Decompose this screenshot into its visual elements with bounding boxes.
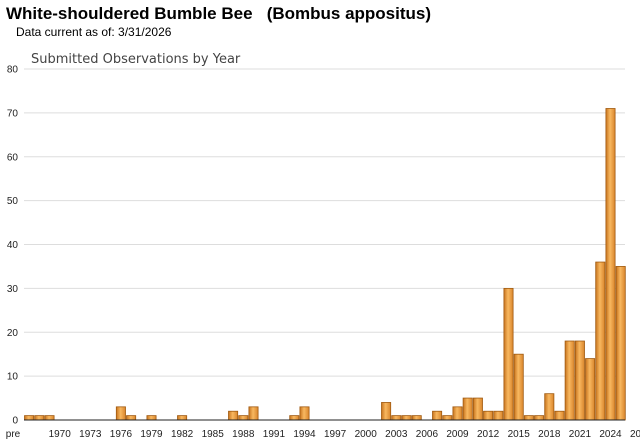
bar-2012 — [483, 410, 494, 421]
bar-2017 — [534, 415, 545, 421]
bar-2021 — [574, 340, 585, 421]
bar-2013 — [493, 410, 504, 421]
bar-2007 — [432, 410, 443, 421]
y-axis-ticks: 0 10 20 30 40 50 60 70 80 — [7, 65, 19, 427]
bar-1968 — [34, 415, 45, 421]
bar-pre — [24, 415, 35, 421]
x-tick-label: 2000 — [355, 429, 378, 440]
bar-2023 — [595, 261, 606, 421]
y-tick-label: 10 — [7, 372, 19, 383]
x-axis-ticks: pre 1970 1973 1976 1979 1982 1985 1988 1991 1994 1… — [6, 429, 640, 440]
x-tick-label: 1994 — [293, 429, 316, 440]
bar-2020 — [564, 340, 575, 421]
bar-1988 — [238, 415, 249, 421]
y-tick-label: 60 — [7, 152, 19, 163]
bar-2010 — [462, 397, 473, 421]
x-tick-label: 2024 — [599, 429, 622, 440]
x-tick-label: 2012 — [477, 429, 500, 440]
x-tick-label: 2021 — [569, 429, 592, 440]
chart-title: Submitted Observations by Year — [31, 52, 241, 67]
bars — [24, 108, 626, 421]
x-tick-label: 1982 — [171, 429, 194, 440]
bar-1976 — [115, 406, 126, 421]
bar-2022 — [585, 358, 596, 421]
x-tick-label: 2009 — [446, 429, 469, 440]
page-title: White-shouldered Bumble Bee (Bombus appo… — [6, 4, 432, 23]
grid-lines — [24, 68, 625, 377]
bar-1969 — [44, 415, 55, 421]
bar-2002 — [381, 402, 392, 421]
bar-2018 — [544, 393, 555, 421]
bar-2024 — [605, 108, 616, 421]
bar-2008 — [442, 415, 453, 421]
bar-1977 — [126, 415, 137, 421]
bar-1989 — [248, 406, 259, 421]
bar-2009 — [452, 406, 463, 421]
x-tick-label: 1970 — [49, 429, 72, 440]
bar-2011 — [472, 397, 483, 421]
x-tick-label: pre — [6, 429, 21, 440]
bar-1987 — [228, 410, 239, 421]
bar-2016 — [523, 415, 534, 421]
y-tick-label: 80 — [7, 65, 19, 76]
bar-1979 — [146, 415, 157, 421]
x-tick-label: 1979 — [140, 429, 163, 440]
x-tick-label: 1985 — [202, 429, 225, 440]
x-tick-label: 1997 — [324, 429, 347, 440]
x-tick-label: 2006 — [416, 429, 439, 440]
y-tick-label: 70 — [7, 108, 19, 119]
bar-2025 — [615, 266, 626, 421]
bar-2003 — [391, 415, 402, 421]
x-tick-label: 1991 — [263, 429, 286, 440]
bar-2019 — [554, 410, 565, 421]
y-tick-label: 40 — [7, 240, 19, 251]
data-current-note: Data current as of: 3/31/2026 — [16, 25, 172, 39]
x-tick-label: 2018 — [538, 429, 561, 440]
bar-1994 — [299, 406, 310, 421]
bar-2005 — [411, 415, 422, 421]
x-tick-label: 1973 — [79, 429, 102, 440]
x-tick-label: 2027 — [630, 429, 640, 440]
bar-2015 — [513, 353, 524, 421]
y-tick-label: 20 — [7, 328, 19, 339]
x-tick-label: 2015 — [508, 429, 531, 440]
x-tick-label: 1988 — [232, 429, 255, 440]
x-tick-label: 2003 — [385, 429, 408, 440]
y-tick-label: 0 — [12, 416, 18, 427]
bar-2014 — [503, 287, 514, 421]
x-tick-label: 1976 — [110, 429, 133, 440]
bar-1982 — [177, 415, 188, 421]
y-tick-label: 50 — [7, 196, 19, 207]
bar-2004 — [401, 415, 412, 421]
bar-1993 — [289, 415, 300, 421]
y-tick-label: 30 — [7, 284, 19, 295]
